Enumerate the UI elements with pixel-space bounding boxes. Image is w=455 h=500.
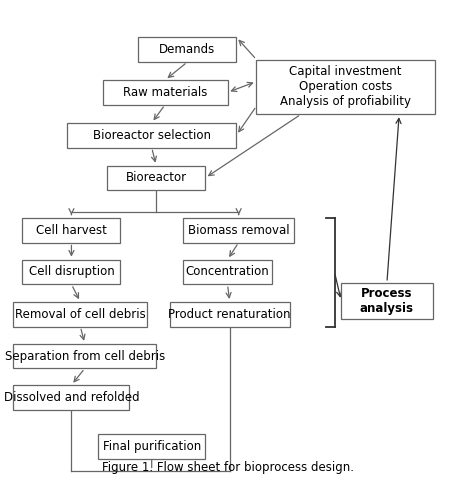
- FancyBboxPatch shape: [14, 385, 129, 409]
- Text: Bioreactor: Bioreactor: [126, 172, 187, 184]
- Text: Removal of cell debris: Removal of cell debris: [15, 308, 146, 320]
- FancyBboxPatch shape: [22, 260, 121, 284]
- FancyBboxPatch shape: [170, 302, 290, 326]
- FancyBboxPatch shape: [98, 434, 205, 458]
- FancyBboxPatch shape: [183, 260, 272, 284]
- Text: Biomass removal: Biomass removal: [188, 224, 289, 236]
- Text: Dissolved and refolded: Dissolved and refolded: [4, 391, 139, 404]
- Text: Raw materials: Raw materials: [123, 86, 207, 99]
- FancyBboxPatch shape: [14, 344, 156, 368]
- FancyBboxPatch shape: [22, 218, 121, 242]
- Text: Cell harvest: Cell harvest: [36, 224, 107, 236]
- FancyBboxPatch shape: [14, 302, 147, 326]
- FancyBboxPatch shape: [107, 166, 205, 190]
- FancyBboxPatch shape: [183, 218, 294, 242]
- Text: Capital investment
Operation costs
Analysis of profiability: Capital investment Operation costs Analy…: [280, 66, 411, 108]
- Text: Bioreactor selection: Bioreactor selection: [93, 128, 211, 141]
- Text: Concentration: Concentration: [186, 266, 269, 278]
- Text: Product renaturation: Product renaturation: [168, 308, 291, 320]
- FancyBboxPatch shape: [67, 123, 237, 148]
- Text: Cell disruption: Cell disruption: [29, 266, 114, 278]
- Text: Final purification: Final purification: [102, 440, 201, 453]
- FancyBboxPatch shape: [341, 283, 433, 318]
- Text: Figure 1. Flow sheet for bioprocess design.: Figure 1. Flow sheet for bioprocess desi…: [101, 462, 354, 474]
- FancyBboxPatch shape: [138, 38, 237, 62]
- Text: Demands: Demands: [159, 43, 216, 56]
- FancyBboxPatch shape: [257, 60, 435, 114]
- Text: Process
analysis: Process analysis: [360, 286, 414, 314]
- Text: Separation from cell debris: Separation from cell debris: [5, 350, 165, 362]
- FancyBboxPatch shape: [103, 80, 228, 105]
